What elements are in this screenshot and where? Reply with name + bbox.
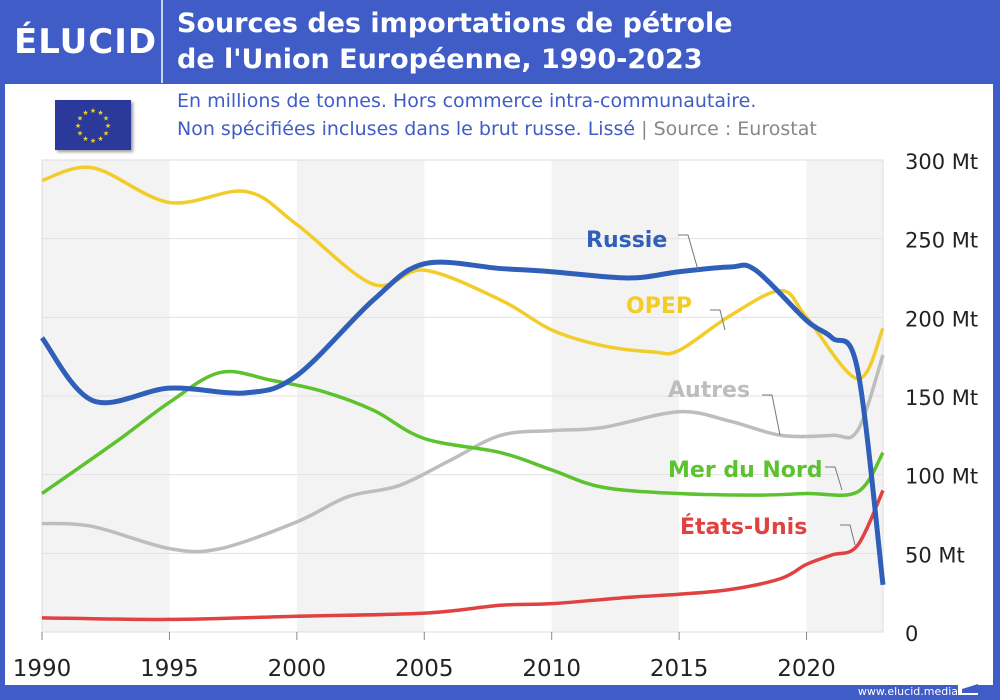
series-line-russie <box>39 259 886 586</box>
y-tick-label: 250 Mt <box>905 229 978 253</box>
svg-text:★: ★ <box>77 115 83 123</box>
footer-url: www.elucid.media <box>857 685 958 698</box>
chart-title: Sources des importations de pétrole de l… <box>177 6 733 78</box>
y-tick-label: 100 Mt <box>905 465 978 489</box>
svg-text:★: ★ <box>103 130 109 138</box>
svg-text:★: ★ <box>77 130 83 138</box>
series-label: OPEP <box>626 294 692 319</box>
label-leader <box>710 309 726 331</box>
x-tick-label: 2000 <box>268 656 327 682</box>
series-label: États-Unis <box>680 514 807 540</box>
eu-flag-icon: ★ ★ ★ ★ ★ ★ ★ ★ ★ ★ ★ ★ <box>55 100 131 150</box>
series-line-opep <box>41 165 885 381</box>
subtitle-line-2: Non spécifiées incluses dans le brut rus… <box>177 118 817 140</box>
y-tick-label: 50 Mt <box>905 543 965 567</box>
svg-text:★: ★ <box>90 107 96 115</box>
label-leader <box>825 466 843 491</box>
label-leader <box>678 234 699 271</box>
svg-text:★: ★ <box>97 135 103 143</box>
header: ÉLUCID Sources des importations de pétro… <box>0 0 1000 83</box>
x-tick-label: 2010 <box>522 656 581 682</box>
x-tick-label: 2020 <box>777 656 836 682</box>
series-label: Russie <box>586 228 667 253</box>
header-divider <box>161 0 163 83</box>
series-label: Autres <box>668 378 750 403</box>
x-tick-label: 1990 <box>13 656 72 682</box>
svg-text:★: ★ <box>105 122 111 130</box>
subtitle-note: Non spécifiées incluses dans le brut rus… <box>177 118 636 140</box>
title-line-2: de l'Union Européenne, 1990-2023 <box>177 44 703 75</box>
svg-text:★: ★ <box>75 122 81 130</box>
x-tick-label: 2005 <box>395 656 454 682</box>
svg-text:★: ★ <box>82 135 88 143</box>
svg-text:★: ★ <box>103 115 109 123</box>
series-label: Mer du Nord <box>668 458 823 483</box>
x-tick-label: 1995 <box>140 656 199 682</box>
x-tick-label: 2015 <box>650 656 709 682</box>
label-leader <box>840 524 856 546</box>
subtitle-line-1: En millions de tonnes. Hors commerce int… <box>177 90 757 112</box>
series-line-autres <box>41 354 885 554</box>
y-tick-label: 200 Mt <box>905 307 978 331</box>
svg-text:★: ★ <box>97 109 103 117</box>
elucid-flag-icon <box>958 681 978 695</box>
y-tick-label: 150 Mt <box>905 386 978 410</box>
svg-text:★: ★ <box>90 137 96 145</box>
series-line--tats-unis <box>41 489 885 622</box>
svg-text:★: ★ <box>82 109 88 117</box>
subtitle-separator: | <box>641 118 648 140</box>
elucid-logo: ÉLUCID <box>14 22 158 62</box>
source-label: Source : Eurostat <box>653 118 817 140</box>
plot-border <box>41 159 884 633</box>
label-leader <box>762 394 781 436</box>
y-tick-label: 0 <box>905 622 918 646</box>
title-line-1: Sources des importations de pétrole <box>177 8 733 39</box>
y-tick-label: 300 Mt <box>905 150 978 174</box>
